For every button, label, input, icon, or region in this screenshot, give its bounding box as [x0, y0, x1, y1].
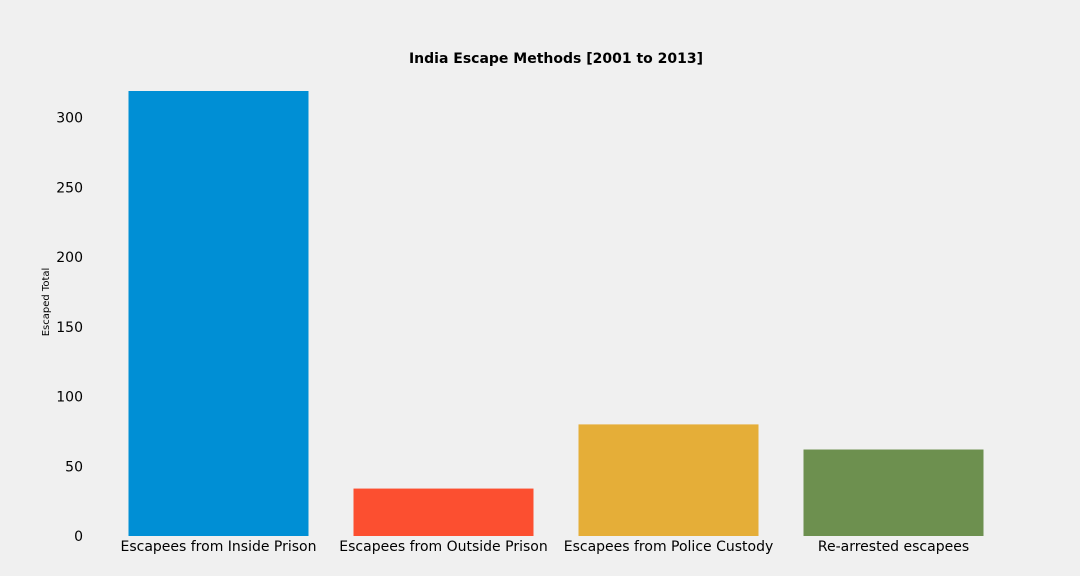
- y-axis-label: Escaped Total: [41, 268, 52, 337]
- bar-3: [803, 449, 984, 536]
- chart-title: India Escape Methods [2001 to 2013]: [409, 51, 703, 67]
- bar-2: [578, 424, 759, 536]
- x-ticks: Escapees from Inside Prison Escapees from…: [120, 539, 969, 555]
- bars: [128, 91, 984, 536]
- y-tick-label-2: 100: [56, 390, 83, 406]
- y-ticks: 0 50 100 150 200 250 300: [56, 111, 83, 545]
- y-tick-label-0: 0: [74, 529, 83, 545]
- y-tick-label-3: 150: [56, 320, 83, 336]
- y-tick-label-4: 200: [56, 250, 83, 266]
- bar-0: [128, 91, 309, 536]
- y-tick-label-1: 50: [65, 459, 83, 475]
- bar-1: [353, 488, 534, 536]
- x-tick-label-0: Escapees from Inside Prison: [120, 539, 316, 555]
- x-tick-label-3: Re-arrested escapees: [818, 539, 969, 555]
- y-tick-label-6: 300: [56, 111, 83, 127]
- y-tick-label-5: 250: [56, 180, 83, 196]
- x-tick-label-1: Escapees from Outside Prison: [339, 539, 547, 555]
- x-tick-label-2: Escapees from Police Custody: [564, 539, 774, 555]
